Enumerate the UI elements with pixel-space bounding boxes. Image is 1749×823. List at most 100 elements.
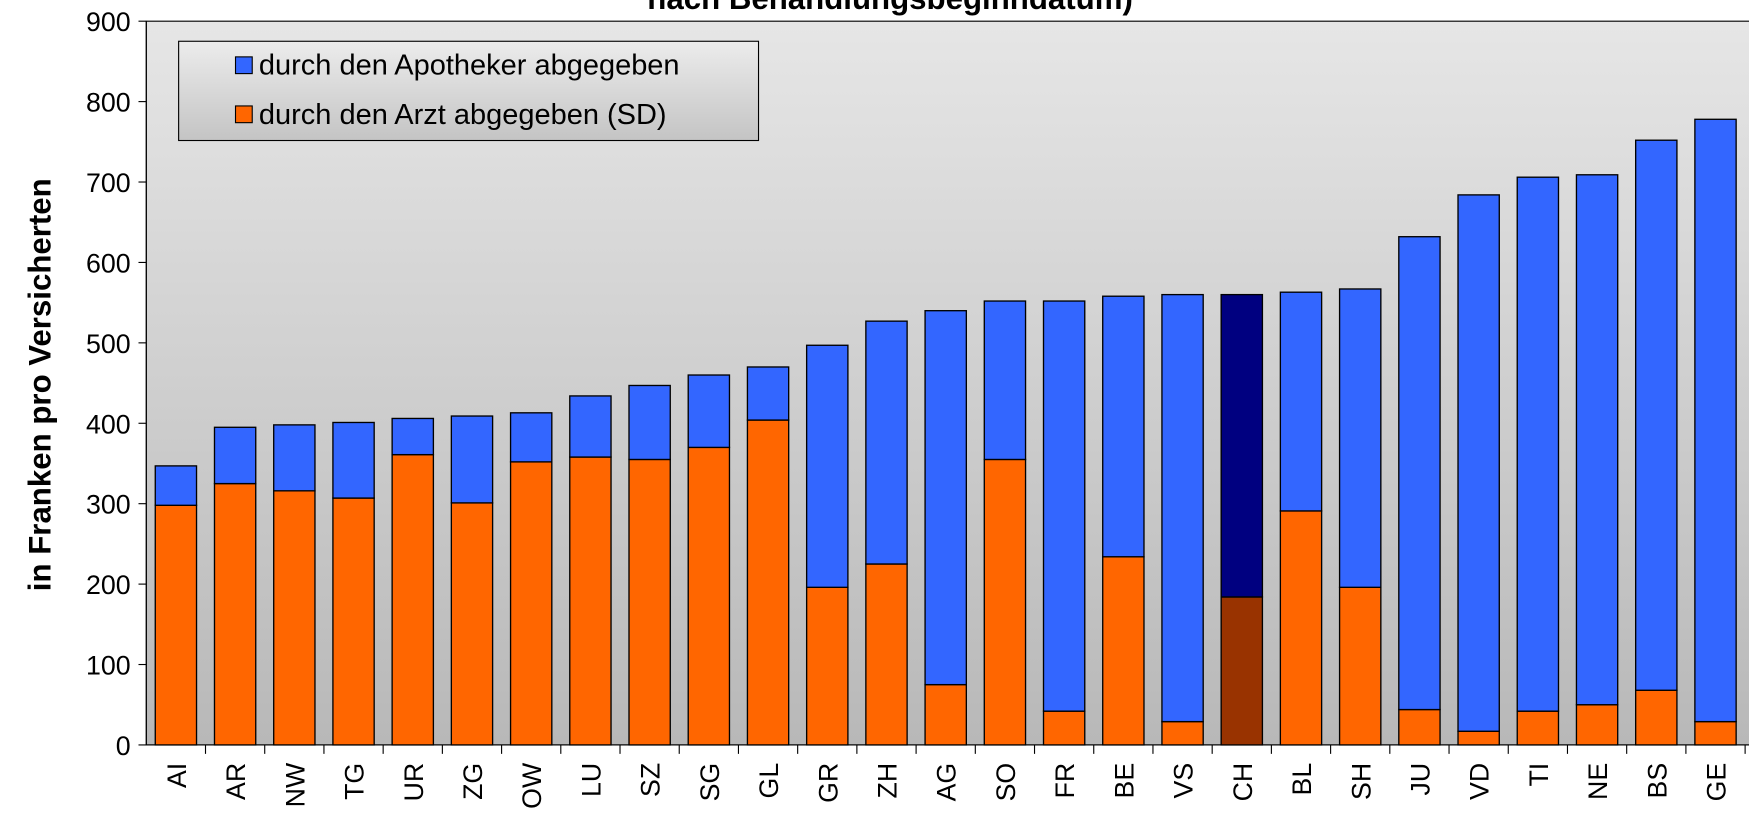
x-tick-label: BE	[1109, 763, 1139, 799]
x-tick-label: NE	[1583, 763, 1613, 800]
bar-segment	[1338, 288, 1382, 588]
bar-segment	[450, 415, 494, 504]
bar-segment	[154, 465, 198, 506]
bar-segment	[805, 586, 849, 746]
x-tick-label: ZH	[873, 763, 903, 799]
bar-segment	[1102, 556, 1145, 746]
bar-segment	[1220, 596, 1264, 746]
y-tick-label: 500	[86, 329, 131, 359]
x-tick-label: SH	[1346, 763, 1376, 800]
bar-segment	[273, 424, 316, 492]
x-tick-label: ZG	[458, 763, 488, 800]
y-tick-label: 200	[86, 570, 131, 600]
x-tick-label: GR	[813, 763, 843, 803]
bar-segment	[1161, 293, 1204, 723]
bar-segment	[509, 461, 553, 746]
bar-segment	[391, 453, 435, 746]
x-tick-label: TI	[1524, 763, 1554, 787]
legend-label: durch den Arzt abgegeben (SD)	[259, 99, 667, 131]
y-tick-label: 100	[86, 651, 131, 681]
x-tick-label: AI	[162, 763, 192, 788]
bar-segment	[154, 504, 198, 746]
x-tick-label: SZ	[636, 763, 666, 797]
bar-segment	[628, 384, 671, 461]
x-tick-label: TG	[340, 763, 370, 800]
bar-segment	[746, 366, 790, 421]
bar-segment	[1457, 194, 1500, 732]
x-tick-label: BL	[1287, 763, 1317, 796]
x-tick-label: VD	[1465, 763, 1495, 800]
x-tick-label: GL	[754, 763, 784, 799]
x-tick-label: AG	[932, 763, 962, 802]
x-tick-label: FR	[1050, 763, 1080, 799]
bar-segment	[1279, 291, 1323, 512]
bar-segment	[1575, 704, 1619, 746]
x-tick-label: JU	[1405, 763, 1435, 796]
bar-segment	[1694, 118, 1737, 723]
bar-segment	[805, 344, 849, 588]
chart-title: nach Behandlungsbeginndatum)	[647, 0, 1133, 16]
bar-segment	[332, 421, 375, 499]
bar-segment	[924, 683, 968, 746]
y-tick-label: 900	[86, 7, 131, 37]
bar-segment	[1516, 176, 1560, 712]
bar-segment	[1338, 586, 1382, 746]
bar-segment	[1516, 710, 1560, 746]
bar-segment	[332, 497, 375, 746]
legend-swatch	[234, 56, 253, 75]
bar-segment	[687, 374, 731, 449]
x-tick-label: NW	[280, 762, 310, 807]
y-tick-label: 800	[86, 88, 131, 118]
bar-segment	[391, 417, 435, 456]
legend-swatch	[234, 105, 253, 124]
x-tick-label: SO	[991, 763, 1021, 802]
bar-segment	[1575, 174, 1619, 706]
bar-segment	[865, 320, 908, 565]
bar-segment	[1398, 236, 1441, 711]
bar-segment	[509, 412, 553, 463]
bar-segment	[983, 458, 1027, 746]
x-tick-label: UR	[399, 763, 429, 802]
bar-segment	[213, 482, 257, 746]
bar-segment	[1220, 293, 1264, 598]
x-tick-label: GE	[1702, 763, 1732, 802]
bar-segment	[865, 563, 908, 746]
bar-segment	[1161, 720, 1204, 746]
bar-segment	[1634, 139, 1678, 691]
bar-segment	[1279, 510, 1323, 746]
bar-segment	[746, 419, 790, 746]
bar-segment	[628, 458, 671, 746]
bar-segment	[1102, 295, 1145, 558]
bar-segment	[1398, 708, 1441, 746]
bar-segment	[213, 426, 257, 485]
y-tick-label: 600	[86, 248, 131, 278]
bar-segment	[1042, 300, 1086, 712]
x-tick-label: LU	[576, 763, 606, 797]
bar-segment	[687, 446, 731, 746]
x-tick-label: AR	[221, 763, 251, 800]
legend: durch den Apotheker abgegeben durch den A…	[178, 40, 760, 142]
x-tick-label: VS	[1169, 763, 1199, 799]
bar-segment	[569, 456, 612, 746]
bar-segment	[1042, 710, 1086, 746]
bar-segment	[450, 502, 494, 746]
x-tick-label: SG	[695, 763, 725, 802]
bar-segment	[924, 310, 968, 686]
y-tick-label: 400	[86, 409, 131, 439]
legend-box	[178, 40, 760, 142]
legend-label: durch den Apotheker abgegeben	[259, 50, 680, 82]
bar-segment	[1694, 720, 1737, 746]
x-tick-label: CH	[1228, 763, 1258, 802]
y-tick-label: 300	[86, 490, 131, 520]
bar-segment	[1457, 730, 1500, 746]
bar-segment	[273, 490, 316, 746]
y-tick-label: 700	[86, 168, 131, 198]
x-tick-label: OW	[517, 762, 547, 809]
x-tick-label: BS	[1642, 763, 1672, 799]
bar-segment	[983, 300, 1027, 461]
y-tick-label: 0	[116, 731, 131, 761]
bar-segment	[1634, 689, 1678, 746]
y-axis-label: in Franken pro Versicherten	[22, 178, 57, 591]
bar-segment	[569, 395, 612, 458]
